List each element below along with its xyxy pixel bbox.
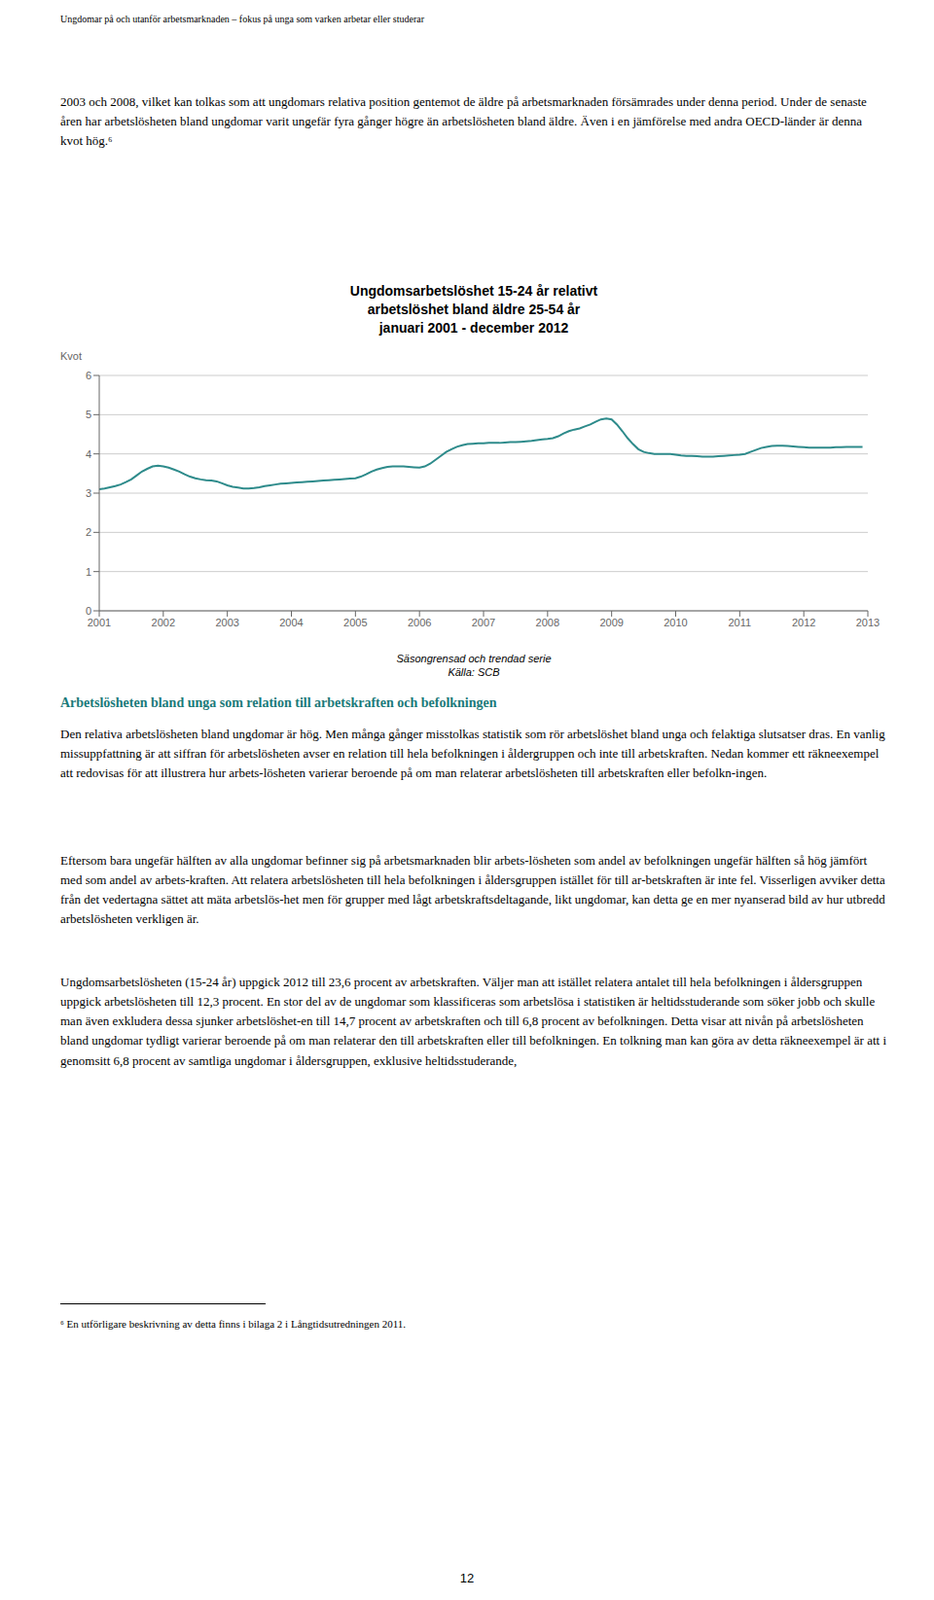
html-text:Ungdomsarbetslösheten (15-24 å: Ungdomsarbetslösheten (15-24 år) uppgick… — [60, 974, 887, 1068]
svg-text:2010: 2010 — [663, 616, 687, 629]
svg-text:1: 1 — [85, 566, 92, 578]
html-text:Eftersom bara ungefär hälften: Eftersom bara ungefär hälften av alla un… — [60, 853, 886, 927]
svg-text:2005: 2005 — [343, 616, 367, 629]
svg-text:2006: 2006 — [407, 616, 432, 629]
html-text:12: 12 — [459, 1571, 475, 1586]
svg-text:5: 5 — [85, 408, 92, 421]
svg-text:6: 6 — [85, 369, 92, 382]
svg-text:2007: 2007 — [471, 616, 496, 629]
svg-text:0: 0 — [85, 605, 92, 617]
html-text:arbetslöshet bland äldre 25-54: arbetslöshet bland äldre 25-54 år — [367, 301, 581, 318]
svg-text:2011: 2011 — [728, 616, 753, 629]
html-text:⁶ En utförligare beskrivning a: ⁶ En utförligare beskrivning av detta fi… — [60, 1318, 406, 1330]
svg-text:2003: 2003 — [215, 616, 239, 629]
html-text:Kvot: Kvot — [60, 350, 82, 362]
svg-text:2: 2 — [85, 526, 92, 539]
svg-text:2013: 2013 — [856, 616, 880, 629]
svg-text:2008: 2008 — [536, 616, 560, 629]
html-text:Den relativa arbetslösheten bl: Den relativa arbetslösheten bland ungdom… — [60, 726, 886, 781]
html-text:Arbetslösheten bland unga som: Arbetslösheten bland unga som relation t… — [60, 695, 497, 711]
html-text:Källa: SCB: Källa: SCB — [447, 666, 500, 679]
html-text:Säsongrensad och trendad serie: Säsongrensad och trendad serie — [396, 652, 552, 665]
svg-text:3: 3 — [85, 487, 92, 500]
html-text:januari 2001 - december 2012: januari 2001 - december 2012 — [379, 319, 569, 336]
svg-text:2009: 2009 — [599, 616, 623, 629]
html-text:Ungdomar på och utanför arbets: Ungdomar på och utanför arbetsmarknaden … — [60, 13, 425, 25]
html-text:2003 och 2008, vilket kan tolk: 2003 och 2008, vilket kan tolkas som att… — [60, 94, 867, 149]
svg-text:2004: 2004 — [279, 616, 303, 629]
svg-text:2002: 2002 — [151, 616, 176, 629]
svg-text:2001: 2001 — [87, 616, 111, 629]
svg-text:2012: 2012 — [791, 616, 816, 629]
html-text:Ungdomsarbetslöshet 15-24 år r: Ungdomsarbetslöshet 15-24 år relativt — [350, 283, 598, 299]
svg-text:4: 4 — [85, 448, 92, 461]
